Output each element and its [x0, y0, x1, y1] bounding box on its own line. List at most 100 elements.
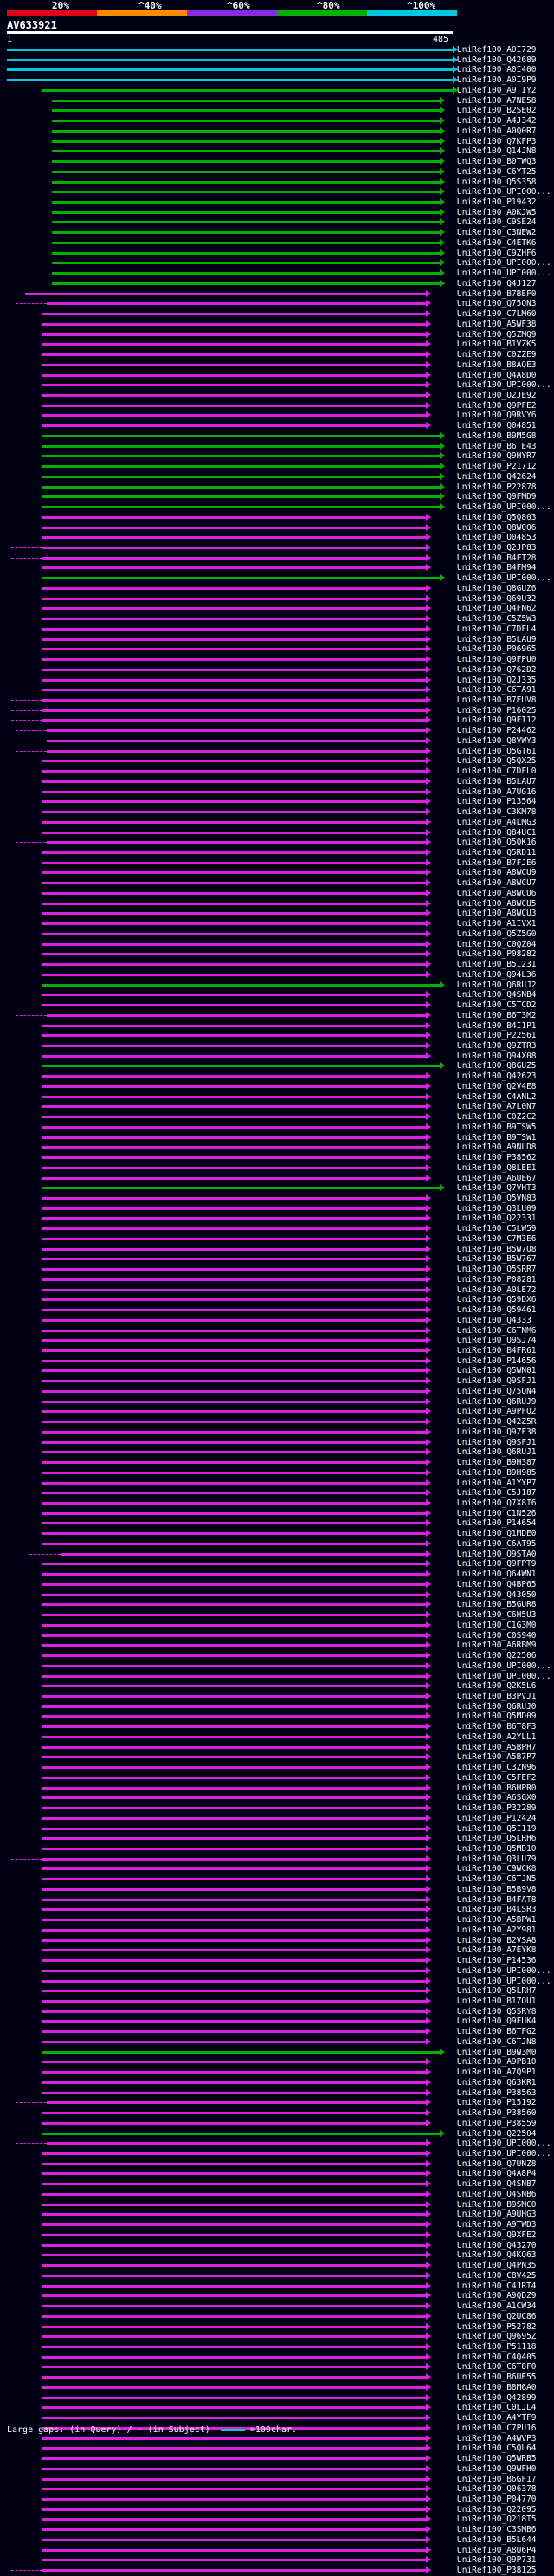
- hit-row[interactable]: UniRef100_A2Y981: [0, 1926, 554, 1936]
- hit-bar[interactable]: [42, 422, 432, 430]
- hit-label[interactable]: UniRef100_B1ZQU1: [457, 1997, 537, 2006]
- hit-row[interactable]: UniRef100_B8AQE3: [0, 360, 554, 371]
- hit-bar[interactable]: [42, 463, 445, 470]
- hit-bar[interactable]: [60, 1550, 432, 1557]
- hit-row[interactable]: UniRef100_Q9ZTR3: [0, 1041, 554, 1052]
- hit-label[interactable]: UniRef100_Q762D2: [457, 664, 537, 675]
- hit-row[interactable]: UniRef100_B9H387: [0, 1458, 554, 1468]
- hit-label[interactable]: UniRef100_Q42899: [457, 2392, 537, 2403]
- hit-label[interactable]: UniRef100_Q8GUZ6: [457, 583, 537, 593]
- hit-label[interactable]: UniRef100_C4Q405: [457, 2352, 537, 2362]
- hit-row[interactable]: UniRef100_A0Q0R7: [0, 126, 554, 137]
- hit-label[interactable]: UniRef100_C0ZZE9: [457, 350, 537, 360]
- hit-row[interactable]: UniRef100_Q42Z5R: [0, 1417, 554, 1427]
- hit-label[interactable]: UniRef100_B7EUV8: [457, 696, 537, 705]
- hit-row[interactable]: UniRef100_UPI000...: [0, 573, 554, 584]
- hit-row[interactable]: UniRef100_B9W3M0: [0, 2048, 554, 2058]
- hit-bar[interactable]: [42, 1712, 432, 1720]
- hit-label[interactable]: UniRef100_Q3LU79: [457, 1854, 537, 1864]
- hit-bar[interactable]: [42, 2282, 432, 2289]
- hit-label[interactable]: UniRef100_Q5RD11: [457, 848, 537, 858]
- hit-label[interactable]: UniRef100_P08282: [457, 949, 537, 960]
- hit-label[interactable]: UniRef100_Q4FN62: [457, 604, 537, 614]
- hit-bar[interactable]: [42, 940, 432, 948]
- hit-label[interactable]: UniRef100_Q9695Z: [457, 2332, 537, 2342]
- hit-label[interactable]: UniRef100_B5B9V8: [457, 1884, 537, 1894]
- hit-label[interactable]: UniRef100_Q7X8I6: [457, 1498, 537, 1509]
- hit-row[interactable]: UniRef100_B9H985: [0, 1468, 554, 1479]
- hit-label[interactable]: UniRef100_C5LW59: [457, 1224, 537, 1234]
- hit-label[interactable]: UniRef100_Q4SNB4: [457, 990, 537, 1000]
- hit-bar[interactable]: [42, 2037, 432, 2045]
- hit-label[interactable]: UniRef100_A5BPH7: [457, 1742, 537, 1752]
- hit-bar[interactable]: [42, 1265, 432, 1273]
- hit-row[interactable]: UniRef100_C5QL64: [0, 2443, 554, 2454]
- hit-label[interactable]: UniRef100_A9TWD3: [457, 2220, 537, 2230]
- hit-row[interactable]: UniRef100_UPI000...: [0, 380, 554, 391]
- hit-row[interactable]: UniRef100_P38562: [0, 1153, 554, 1163]
- hit-row[interactable]: UniRef100_Q22095: [0, 2505, 554, 2515]
- hit-label[interactable]: UniRef100_P38562: [457, 1153, 537, 1163]
- hit-row[interactable]: UniRef100_C5FEF2: [0, 1773, 554, 1783]
- hit-label[interactable]: UniRef100_B5W767: [457, 1254, 537, 1265]
- hit-bar[interactable]: [42, 452, 445, 460]
- hit-label[interactable]: UniRef100_Q5S358: [457, 177, 537, 187]
- hit-row[interactable]: UniRef100_Q2K5L6: [0, 1681, 554, 1692]
- hit-row[interactable]: UniRef100_UPI000...: [0, 187, 554, 197]
- hit-bar[interactable]: [42, 1987, 432, 1995]
- hit-label[interactable]: UniRef100_Q9FPT9: [457, 1559, 537, 1570]
- hit-bar[interactable]: [42, 2322, 432, 2330]
- hit-bar[interactable]: [42, 1661, 432, 1669]
- hit-row[interactable]: UniRef100_Q2J335: [0, 676, 554, 686]
- hit-row[interactable]: UniRef100_UPI000...: [0, 1661, 554, 1672]
- hit-bar[interactable]: [42, 330, 432, 338]
- hit-row[interactable]: UniRef100_P38559: [0, 2119, 554, 2129]
- hit-row[interactable]: UniRef100_B6T3M2: [0, 1011, 554, 1021]
- hit-row[interactable]: UniRef100_C6TA91: [0, 685, 554, 696]
- hit-label[interactable]: UniRef100_Q42624: [457, 471, 537, 482]
- hit-row[interactable]: UniRef100_Q84UC1: [0, 828, 554, 838]
- hit-bar[interactable]: [42, 1926, 432, 1933]
- hit-label[interactable]: UniRef100_Q5LRH7: [457, 1986, 537, 1997]
- hit-label[interactable]: UniRef100_Q1MDE0: [457, 1529, 537, 1539]
- hit-bar[interactable]: [42, 1032, 432, 1039]
- hit-row[interactable]: UniRef100_Q4SNB7: [0, 2179, 554, 2190]
- hit-label[interactable]: UniRef100_A6UE67: [457, 1173, 537, 1183]
- hit-row[interactable]: UniRef100_B6TE43: [0, 442, 554, 452]
- hit-bar[interactable]: [42, 1427, 432, 1435]
- hit-row[interactable]: UniRef100_A8WCU3: [0, 909, 554, 919]
- hit-row[interactable]: UniRef100_Q2JE92: [0, 391, 554, 401]
- hit-label[interactable]: UniRef100_A6SGX0: [457, 1793, 537, 1803]
- hit-row[interactable]: UniRef100_Q7UNZ8: [0, 2159, 554, 2170]
- hit-label[interactable]: UniRef100_UPI000...: [457, 2139, 551, 2149]
- hit-row[interactable]: UniRef100_A9UHG3: [0, 2210, 554, 2220]
- hit-row[interactable]: UniRef100_P13564: [0, 797, 554, 807]
- hit-row[interactable]: UniRef100_P04770: [0, 2495, 554, 2505]
- hit-bar[interactable]: [42, 2455, 432, 2463]
- hit-label[interactable]: UniRef100_Q42689: [457, 55, 537, 65]
- hit-bar[interactable]: [42, 2150, 432, 2158]
- hit-bar[interactable]: [42, 2048, 445, 2055]
- hit-row[interactable]: UniRef100_A9PB10: [0, 2057, 554, 2068]
- hit-label[interactable]: UniRef100_Q9WFH0: [457, 2463, 537, 2474]
- hit-label[interactable]: UniRef100_Q22095: [457, 2504, 537, 2515]
- hit-label[interactable]: UniRef100_Q5VN83: [457, 1193, 537, 1203]
- hit-bar[interactable]: [42, 1854, 432, 1862]
- hit-row[interactable]: UniRef100_B7FJE6: [0, 858, 554, 869]
- hit-label[interactable]: UniRef100_A4WVP3: [457, 2433, 537, 2443]
- hit-label[interactable]: UniRef100_B5I231: [457, 960, 537, 970]
- hit-row[interactable]: UniRef100_Q9P731: [0, 2555, 554, 2566]
- hit-bar[interactable]: [42, 2088, 432, 2096]
- hit-bar[interactable]: [42, 1408, 432, 1415]
- hit-label[interactable]: UniRef100_Q2J335: [457, 675, 537, 685]
- hit-row[interactable]: UniRef100_Q9695Z: [0, 2332, 554, 2342]
- hit-label[interactable]: UniRef100_A5B7P7: [457, 1752, 537, 1763]
- hit-label[interactable]: UniRef100_Q4A8P4: [457, 2169, 537, 2179]
- hit-bar[interactable]: [42, 716, 432, 724]
- hit-bar[interactable]: [42, 706, 432, 714]
- hit-row[interactable]: UniRef100_P38125: [0, 2566, 554, 2576]
- hit-row[interactable]: UniRef100_Q5LRH7: [0, 1986, 554, 1997]
- hit-label[interactable]: UniRef100_Q5Q803: [457, 512, 537, 522]
- hit-label[interactable]: UniRef100_Q5MD09: [457, 1712, 537, 1722]
- hit-label[interactable]: UniRef100_P51118: [457, 2341, 537, 2352]
